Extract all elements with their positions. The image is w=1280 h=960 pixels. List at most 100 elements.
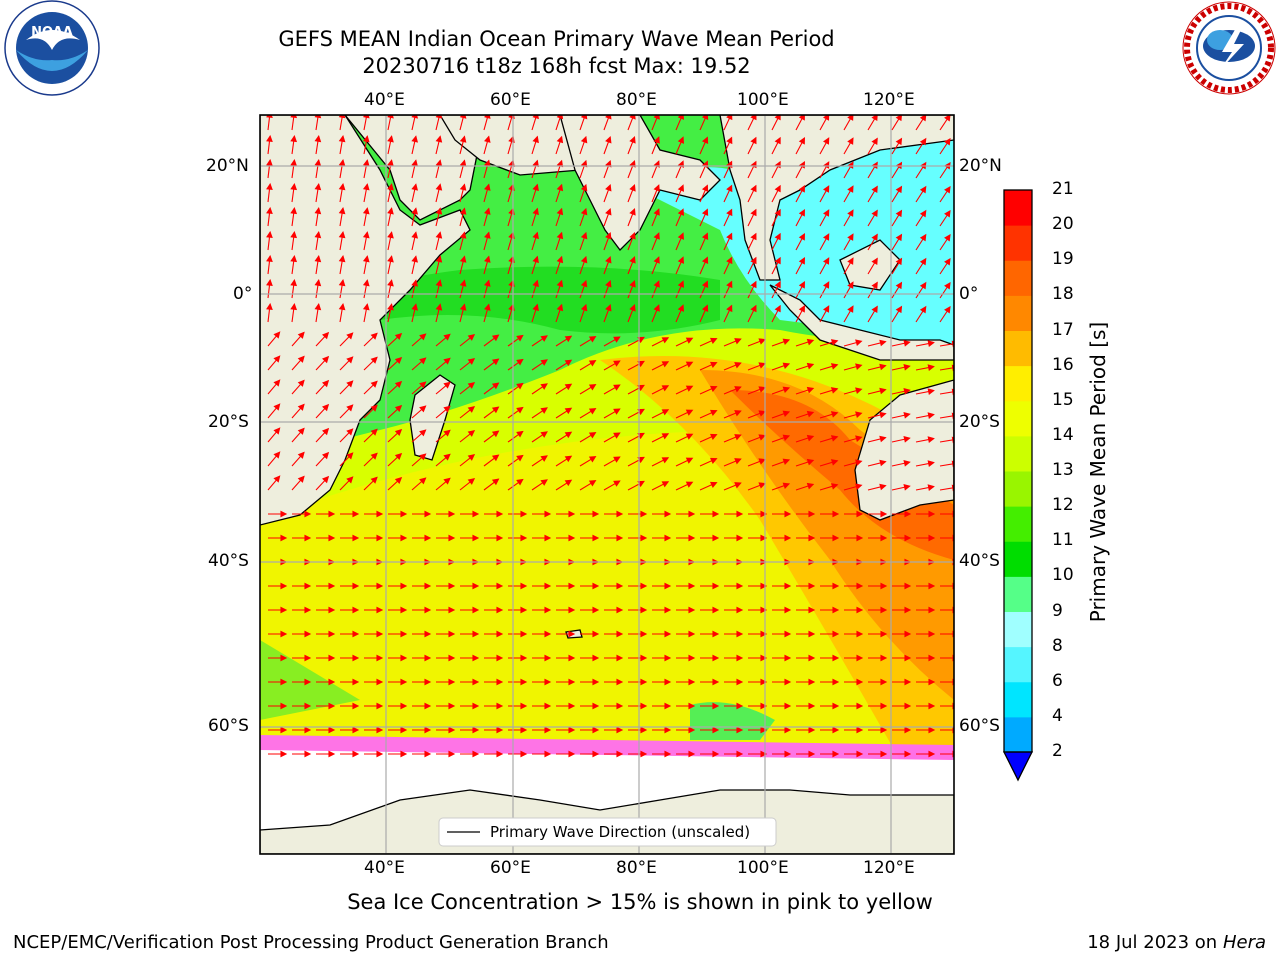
wave-arrow-head: [376, 726, 384, 734]
wave-arrow-head: [419, 453, 427, 461]
wave-arrow-head: [376, 510, 384, 518]
lat-tick-left-20s: 20°S: [208, 412, 249, 432]
wave-arrow-head: [273, 355, 281, 363]
wave-arrow-head: [688, 702, 696, 710]
wave-arrow-head: [304, 510, 312, 518]
wave-arrow-head: [491, 406, 500, 414]
wave-arrow-head: [616, 534, 624, 542]
wave-arrow-head: [588, 480, 597, 487]
nws-logo: [1182, 1, 1276, 95]
wave-arrow-head: [919, 257, 927, 266]
wave-arrow-head: [640, 678, 648, 686]
footer-branch: NCEP/EMC/Verification Post Processing Pr…: [13, 932, 609, 953]
wave-arrow-head: [266, 254, 273, 263]
wave-arrow-head: [540, 383, 548, 390]
wave-arrow-head: [629, 232, 636, 240]
wave-arrow-head: [613, 384, 621, 391]
wave-arrow-head: [424, 630, 432, 638]
wave-arrow-head: [688, 606, 696, 614]
wave-arrow-head: [400, 678, 408, 686]
wave-arrow-head: [297, 355, 305, 363]
wave-arrow-head: [832, 702, 840, 710]
wave-arrow-head: [370, 452, 378, 460]
colorbar-tick-label: 10: [1052, 565, 1074, 586]
wave-arrow-head: [370, 404, 378, 412]
wave-arrow-head: [832, 726, 840, 734]
wave-arrow-head: [496, 750, 504, 758]
colorbar-tick-label: 19: [1052, 249, 1074, 270]
wave-arrow-head: [544, 630, 552, 638]
wave-arrow-head: [871, 115, 878, 122]
wave-arrow-head: [823, 185, 830, 193]
wave-arrow-head: [664, 750, 672, 758]
wave-arrow-head: [855, 387, 863, 394]
wave-arrow-head: [736, 678, 744, 686]
wave-arrow-head: [448, 606, 456, 614]
wave-arrow-head: [944, 305, 951, 314]
wave-arrow-head: [782, 410, 791, 417]
wave-arrow-head: [661, 433, 670, 440]
wave-arrow-head: [520, 510, 528, 518]
wave-arrow-head: [352, 702, 360, 710]
wave-arrow-head: [328, 582, 336, 590]
wave-arrow-head: [400, 534, 408, 542]
wave-arrow-head: [774, 184, 781, 193]
wave-arrow-head: [661, 457, 670, 464]
wave-arrow-head: [516, 358, 524, 366]
wave-arrow-head: [847, 281, 854, 289]
wave-arrow-head: [352, 630, 360, 638]
wave-arrow-head: [266, 230, 273, 239]
wave-arrow-head: [424, 702, 432, 710]
wave-arrow-head: [400, 702, 408, 710]
wave-arrow-head: [290, 278, 298, 287]
colorbar-label: Primary Wave Mean Period [s]: [1086, 321, 1110, 623]
wave-arrow-head: [736, 726, 744, 734]
wave-arrow-head: [664, 534, 672, 542]
wave-arrow-head: [568, 750, 576, 758]
wave-arrow-head: [435, 135, 443, 143]
wave-arrow-head: [280, 654, 288, 662]
wave-arrow-head: [580, 303, 588, 312]
wave-arrow-head: [467, 406, 476, 413]
wave-arrow-head: [376, 534, 384, 542]
wave-arrow-head: [304, 534, 312, 542]
wave-arrow-head: [871, 233, 878, 242]
wave-arrow-head: [280, 630, 288, 638]
wave-arrow-head: [448, 534, 456, 542]
wave-arrow-head: [709, 481, 718, 489]
wave-arrow-head: [352, 606, 360, 614]
wave-arrow-head: [273, 451, 281, 459]
wave-arrow-head: [712, 750, 720, 758]
wave-arrow-head: [424, 606, 432, 614]
wave-arrow-head: [808, 630, 816, 638]
wave-arrow-head: [328, 534, 336, 542]
wave-arrow-head: [629, 136, 636, 144]
wave-arrow-head: [895, 209, 903, 218]
colorbar-tick-label: 14: [1052, 424, 1074, 445]
wave-arrow-head: [653, 184, 660, 192]
wave-arrow-head: [871, 257, 878, 266]
lon-tick-bottom-80e: 80°E: [616, 858, 657, 878]
wave-arrow-head: [712, 606, 720, 614]
wave-arrow-head: [726, 280, 733, 289]
wave-arrow-head: [459, 207, 467, 215]
wave-arrow-head: [588, 360, 597, 367]
wave-arrow-head: [376, 654, 384, 662]
wave-arrow-head: [640, 726, 648, 734]
wave-arrow-head: [661, 409, 670, 416]
wave-arrow-head: [338, 255, 346, 263]
colorbar-swatch: [1004, 295, 1032, 331]
wave-arrow-head: [290, 206, 298, 215]
wave-arrow-head: [688, 750, 696, 758]
wave-arrow-head: [435, 207, 443, 215]
wave-arrow-head: [424, 726, 432, 734]
wave-arrow-head: [592, 654, 600, 662]
wave-arrow-head: [808, 678, 816, 686]
wave-arrow-head: [880, 606, 888, 614]
wave-arrow-head: [568, 582, 576, 590]
lat-tick-right-20s: 20°S: [959, 412, 1000, 432]
wave-arrow-head: [879, 483, 887, 491]
wave-arrow-head: [808, 726, 816, 734]
wave-arrow-head: [387, 159, 394, 167]
wave-arrow-head: [879, 387, 887, 395]
